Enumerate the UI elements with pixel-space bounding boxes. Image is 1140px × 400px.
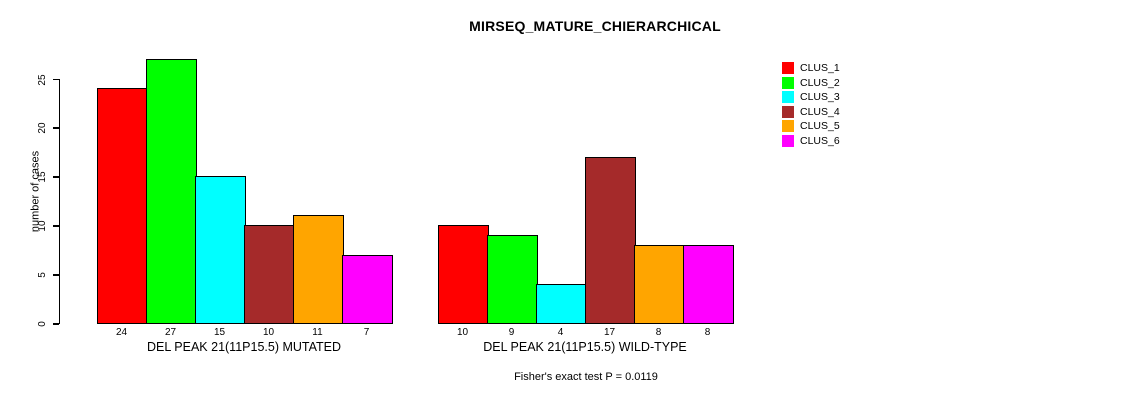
- y-tick-label: 25: [37, 73, 48, 86]
- y-tick: [52, 78, 59, 81]
- legend-item: CLUS_3: [782, 91, 840, 104]
- y-tick: [52, 127, 59, 129]
- y-tick-label: 10: [37, 220, 48, 232]
- legend-swatch: [782, 91, 794, 104]
- bar: [97, 88, 148, 325]
- bar-value-label: 10: [456, 327, 469, 338]
- bar-value-label: 15: [213, 327, 226, 338]
- legend-label: CLUS_5: [800, 120, 840, 133]
- bar-value-label: 17: [603, 327, 616, 338]
- bar: [536, 283, 587, 325]
- legend-swatch: [782, 76, 794, 89]
- group-label: DEL PEAK 21(11P15.5) MUTATED: [146, 340, 342, 354]
- legend-label: CLUS_4: [800, 105, 840, 118]
- bar-value-label: 9: [508, 327, 515, 338]
- legend-item: CLUS_5: [782, 120, 840, 133]
- legend-item: CLUS_2: [782, 76, 840, 89]
- legend-swatch: [782, 62, 794, 74]
- legend-label: CLUS_6: [800, 134, 840, 147]
- bar-value-label: 11: [312, 327, 323, 338]
- bar: [342, 254, 393, 325]
- legend-label: CLUS_1: [800, 62, 840, 74]
- legend-item: CLUS_4: [782, 105, 840, 118]
- bar: [487, 234, 538, 325]
- legend-label: CLUS_3: [800, 91, 840, 104]
- bar-value-label: 8: [704, 327, 711, 338]
- legend-swatch: [782, 120, 794, 133]
- bar-value-label: 24: [115, 327, 128, 338]
- bar-value-label: 10: [262, 327, 275, 338]
- legend-item: CLUS_1: [782, 62, 840, 74]
- y-tick-label: 0: [37, 321, 48, 327]
- y-tick: [52, 323, 59, 325]
- chart-title: MIRSEQ_MATURE_CHIERARCHICAL: [469, 18, 721, 34]
- legend-label: CLUS_2: [800, 76, 840, 89]
- legend: CLUS_1 CLUS_2 CLUS_3 CLUS_4 CLUS_5 CLUS_6: [782, 62, 840, 150]
- bar: [585, 156, 636, 325]
- legend-item: CLUS_6: [782, 134, 840, 147]
- bar: [634, 244, 685, 325]
- bar: [438, 225, 489, 325]
- y-tick: [52, 176, 59, 178]
- annotation-text: Fisher's exact test P = 0.0119: [514, 371, 658, 383]
- y-axis-line: [58, 78, 60, 325]
- bar: [293, 215, 344, 325]
- bar-value-label: 7: [363, 327, 370, 338]
- bar: [146, 58, 197, 325]
- y-tick-label: 15: [37, 171, 48, 183]
- y-tick-label: 20: [37, 122, 48, 134]
- bar: [683, 244, 734, 325]
- bar-value-label: 4: [557, 327, 564, 338]
- bar: [244, 225, 295, 325]
- legend-swatch: [782, 105, 794, 118]
- y-tick-label: 5: [37, 272, 48, 278]
- bar-value-label: 27: [164, 327, 177, 338]
- bar: [195, 176, 246, 325]
- y-tick: [52, 274, 59, 276]
- bar-value-label: 8: [655, 327, 662, 338]
- y-tick: [52, 225, 59, 227]
- legend-swatch: [782, 134, 794, 147]
- group-label: DEL PEAK 21(11P15.5) WILD-TYPE: [483, 340, 687, 354]
